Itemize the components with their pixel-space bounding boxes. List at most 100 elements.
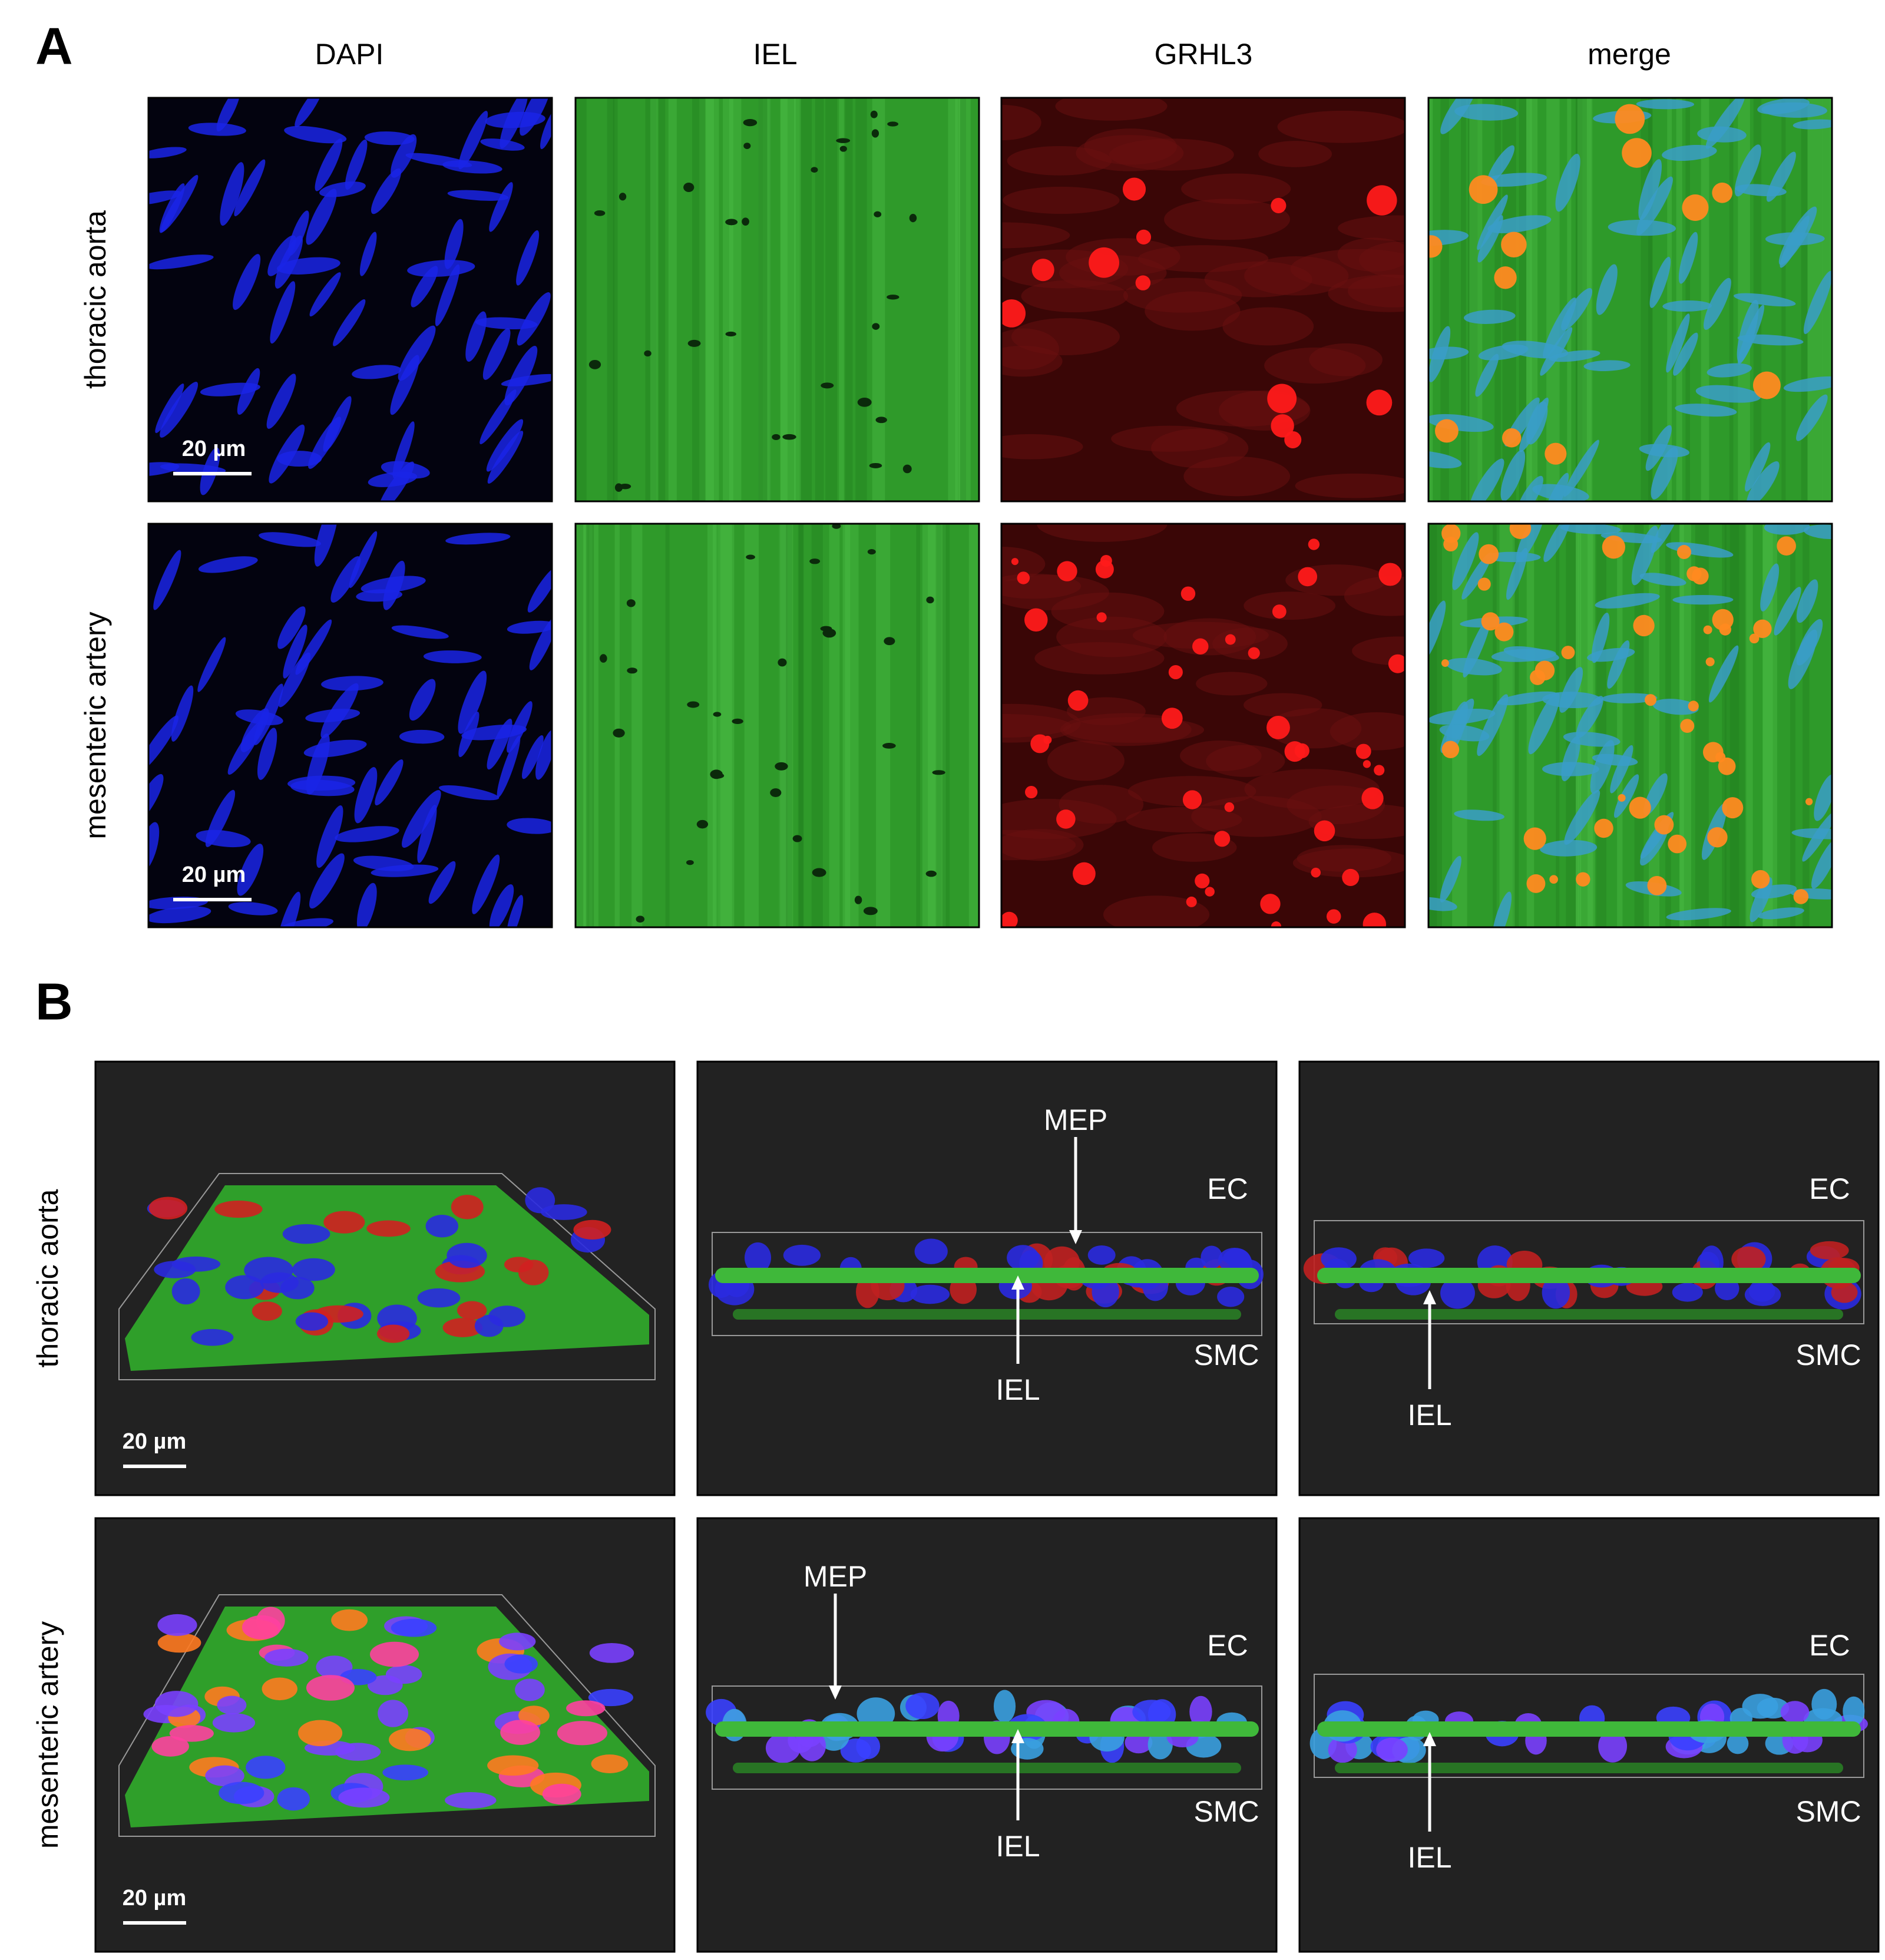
fiber: [825, 98, 838, 501]
nucleus: [540, 107, 552, 150]
pore: [619, 193, 627, 201]
nucleus: [1477, 194, 1508, 250]
nucleus: [1636, 99, 1695, 110]
pore: [743, 118, 758, 127]
nucleus: [1576, 696, 1603, 738]
grhl3-spot: [1805, 798, 1813, 805]
grhl3-spot: [1001, 299, 1026, 328]
grhl3-spot: [1680, 719, 1695, 733]
nucleus: [161, 174, 199, 232]
fiber: [631, 524, 643, 927]
nucleus-render: [425, 1215, 459, 1238]
fiber: [1746, 524, 1753, 927]
smc-label: SMC: [1193, 1338, 1259, 1371]
wireframe: [118, 1173, 656, 1380]
image-frame: [574, 523, 980, 928]
nucleus: [487, 431, 524, 484]
nucleus-render: [474, 1314, 504, 1337]
fiber: [1790, 524, 1795, 927]
nucleus-render: [1125, 1731, 1153, 1754]
nucleus: [295, 98, 323, 127]
cytoplasm: [1103, 895, 1210, 927]
nucleus-render: [518, 1260, 549, 1285]
nucleus-render: [451, 1195, 484, 1219]
iel-layer: [715, 1721, 1259, 1737]
fiber: [1567, 98, 1572, 501]
nucleus: [1532, 484, 1589, 501]
nucleus: [1563, 439, 1599, 497]
nucleus: [487, 718, 512, 770]
fiber: [1460, 98, 1466, 501]
nucleus: [458, 670, 487, 734]
fiber: [1575, 524, 1580, 927]
micrograph: [1428, 98, 1832, 501]
grhl3-spot: [1011, 558, 1019, 566]
grhl3-spot: [1502, 428, 1522, 448]
wireframe: [712, 1685, 1262, 1790]
grhl3-spot: [1718, 757, 1736, 775]
nucleus-render: [566, 1700, 606, 1717]
fiber: [872, 98, 885, 501]
nucleus-render: [1092, 1276, 1119, 1308]
nucleus-render: [447, 1242, 487, 1268]
mep-label: MEP: [1044, 1103, 1107, 1136]
fiber: [767, 98, 771, 501]
pore: [772, 434, 781, 440]
image-frame: [1000, 97, 1406, 503]
cytoplasm: [1151, 428, 1249, 468]
nucleus-render: [591, 1754, 629, 1773]
nucleus: [1745, 442, 1771, 492]
nucleus: [1561, 287, 1593, 330]
nucleus: [1428, 897, 1457, 911]
grhl3-spot: [1647, 875, 1667, 895]
nucleus-render: [1672, 1283, 1703, 1302]
grhl3-spot: [1095, 560, 1114, 579]
pore: [600, 654, 607, 663]
smc-label: SMC: [1795, 1795, 1861, 1828]
arrow-head: [1423, 1732, 1436, 1746]
pore: [792, 835, 802, 842]
nucleus-render: [377, 1304, 417, 1332]
nucleus-render: [744, 1242, 772, 1273]
nucleus-render: [500, 1720, 540, 1745]
nucleus: [1487, 145, 1515, 184]
nucleus: [1601, 693, 1658, 703]
pore: [839, 146, 847, 152]
cytoplasm: [1047, 741, 1125, 781]
cytoplasm: [1163, 618, 1256, 656]
grhl3-spot: [1367, 185, 1397, 216]
pore: [683, 183, 695, 192]
micrograph: [576, 98, 979, 501]
grhl3-spot: [1494, 622, 1514, 642]
grhl3-spot: [1001, 911, 1018, 927]
fiber: [1546, 98, 1560, 501]
nucleus: [1666, 313, 1690, 373]
nucleus-render: [148, 1197, 188, 1219]
nucleus: [1652, 699, 1699, 715]
cytoplasm: [1338, 215, 1405, 241]
nucleus: [1638, 159, 1662, 220]
nucleus-render: [542, 1783, 581, 1805]
nucleus: [1528, 692, 1560, 755]
nucleus-render: [244, 1257, 293, 1284]
smc-layer: [733, 1763, 1241, 1773]
fiber: [779, 524, 793, 927]
nucleus: [1428, 451, 1462, 468]
fiber: [781, 98, 796, 501]
nucleus-render: [338, 1787, 390, 1808]
nucleus: [1560, 524, 1621, 534]
pore: [619, 483, 631, 490]
nucleus: [196, 829, 251, 848]
nucleus: [1497, 691, 1557, 706]
nucleus-render: [382, 1764, 428, 1781]
nucleus: [1737, 334, 1804, 346]
grhl3-spot: [1205, 887, 1215, 897]
fiber: [668, 98, 677, 501]
pore: [884, 637, 895, 646]
column-header: merge: [1588, 38, 1671, 71]
fiber: [613, 98, 618, 501]
grhl3-spot: [1622, 138, 1652, 168]
nucleus: [1791, 828, 1832, 839]
nucleus: [482, 328, 511, 380]
nucleus-render: [589, 1642, 634, 1663]
